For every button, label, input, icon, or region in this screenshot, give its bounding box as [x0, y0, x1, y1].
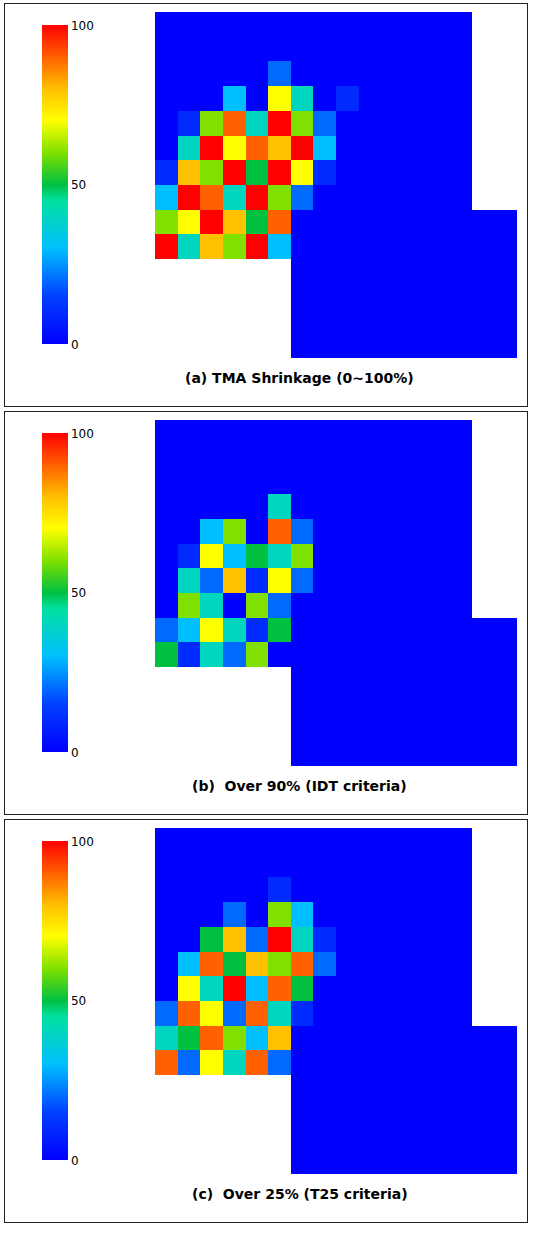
- svg-text:100: 100: [71, 427, 94, 441]
- svg-text:0: 0: [71, 338, 79, 352]
- svg-text:50: 50: [71, 994, 86, 1008]
- svg-text:50: 50: [71, 586, 86, 600]
- svg-text:0: 0: [71, 1154, 79, 1168]
- svg-text:100: 100: [71, 19, 94, 33]
- svg-text:(c) Over 25% (T25 criteria): (c) Over 25% (T25 criteria): [192, 1186, 408, 1202]
- svg-text:0: 0: [71, 746, 79, 760]
- svg-text:(b) Over 90% (IDT criteria): (b) Over 90% (IDT criteria): [192, 778, 407, 794]
- svg-text:100: 100: [71, 835, 94, 849]
- svg-text:(a) TMA Shrinkage (0~100%): (a) TMA Shrinkage (0~100%): [185, 370, 414, 386]
- svg-text:50: 50: [71, 178, 86, 192]
